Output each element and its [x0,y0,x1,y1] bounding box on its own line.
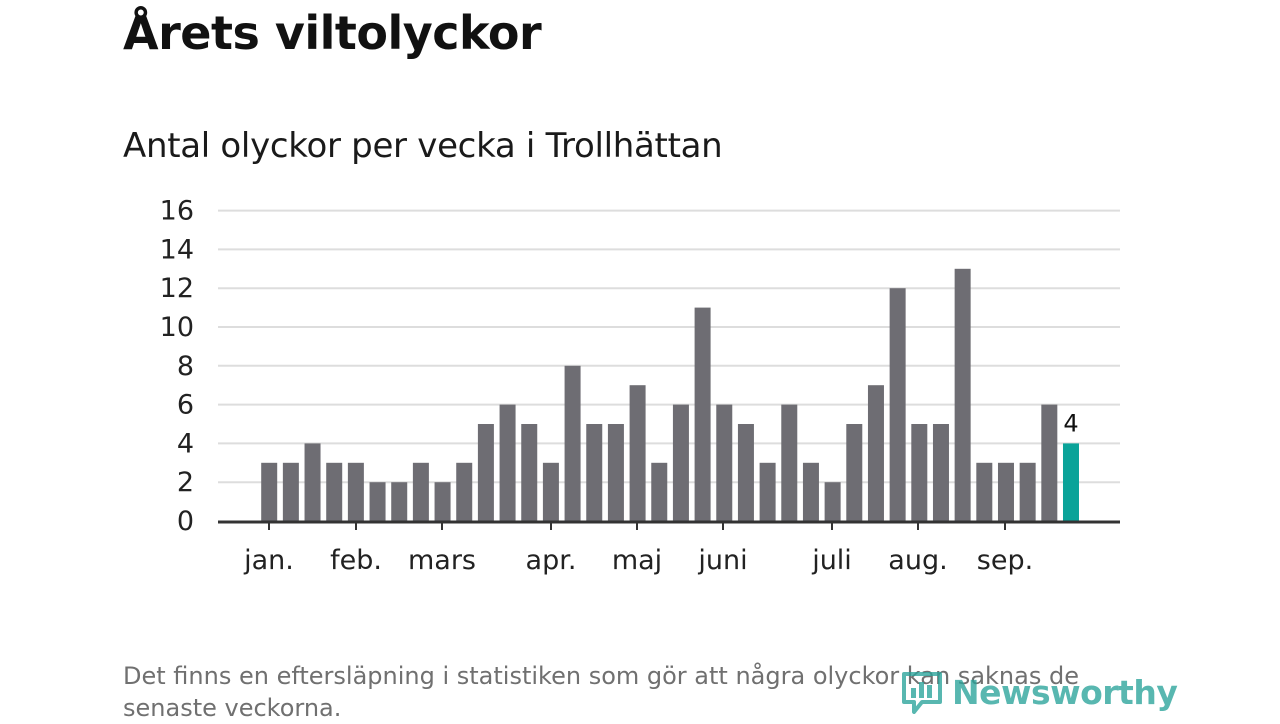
x-tick-label: juli [811,545,852,576]
bar [672,404,689,521]
bar [629,385,646,521]
bar [456,462,473,521]
bar [889,288,906,521]
bar [976,462,993,521]
x-tick-label: sep. [977,545,1033,576]
bar [499,404,516,521]
bar [781,404,798,521]
bar-highlight [1062,443,1079,521]
x-tick-label: maj [612,545,662,576]
bar [737,424,754,521]
bar [586,424,603,521]
bar [1019,462,1036,521]
y-tick-label: 4 [177,428,194,459]
bar [824,482,841,521]
bar [911,424,928,521]
bar [932,424,949,521]
data-label: 4 [1063,409,1078,437]
bar-chart-speech-bubble-icon [902,672,942,714]
bar [477,424,494,521]
x-tick-label: juni [697,545,747,576]
brand-logo: Newsworthy [900,668,1178,716]
bar [304,443,321,521]
bar [716,404,733,521]
bar [542,462,559,521]
bar [282,462,299,521]
bar [434,482,451,521]
bar [846,424,863,521]
chart-subtitle: Antal olyckor per vecka i Trollhättan [123,126,723,166]
y-tick-label: 6 [177,390,194,421]
y-tick-label: 0 [177,506,194,537]
chart-headline: Årets viltolyckor [123,6,542,60]
x-tick-label: apr. [526,545,577,576]
bar [412,462,429,521]
bar [564,365,581,521]
bar [521,424,538,521]
bar [802,462,819,521]
bar [369,482,386,521]
bar [261,462,278,521]
bar [694,307,711,521]
x-tick-label: feb. [330,545,382,576]
bar [1041,404,1058,521]
x-tick-label: jan. [243,545,294,576]
bar [607,424,624,521]
bar [326,462,343,521]
y-tick-label: 2 [177,467,194,498]
y-tick-label: 16 [160,196,194,227]
bar [347,462,364,521]
bar [651,462,668,521]
y-tick-label: 8 [177,351,194,382]
brand-name: Newsworthy [952,672,1178,712]
bar [997,462,1014,521]
bar [391,482,408,521]
bar [759,462,776,521]
bar [954,268,971,521]
x-tick-label: aug. [888,545,947,576]
y-tick-label: 12 [160,273,194,304]
y-tick-label: 10 [160,312,194,343]
x-tick-label: mars [408,545,476,576]
bar [867,385,884,521]
y-tick-label: 14 [160,234,194,265]
